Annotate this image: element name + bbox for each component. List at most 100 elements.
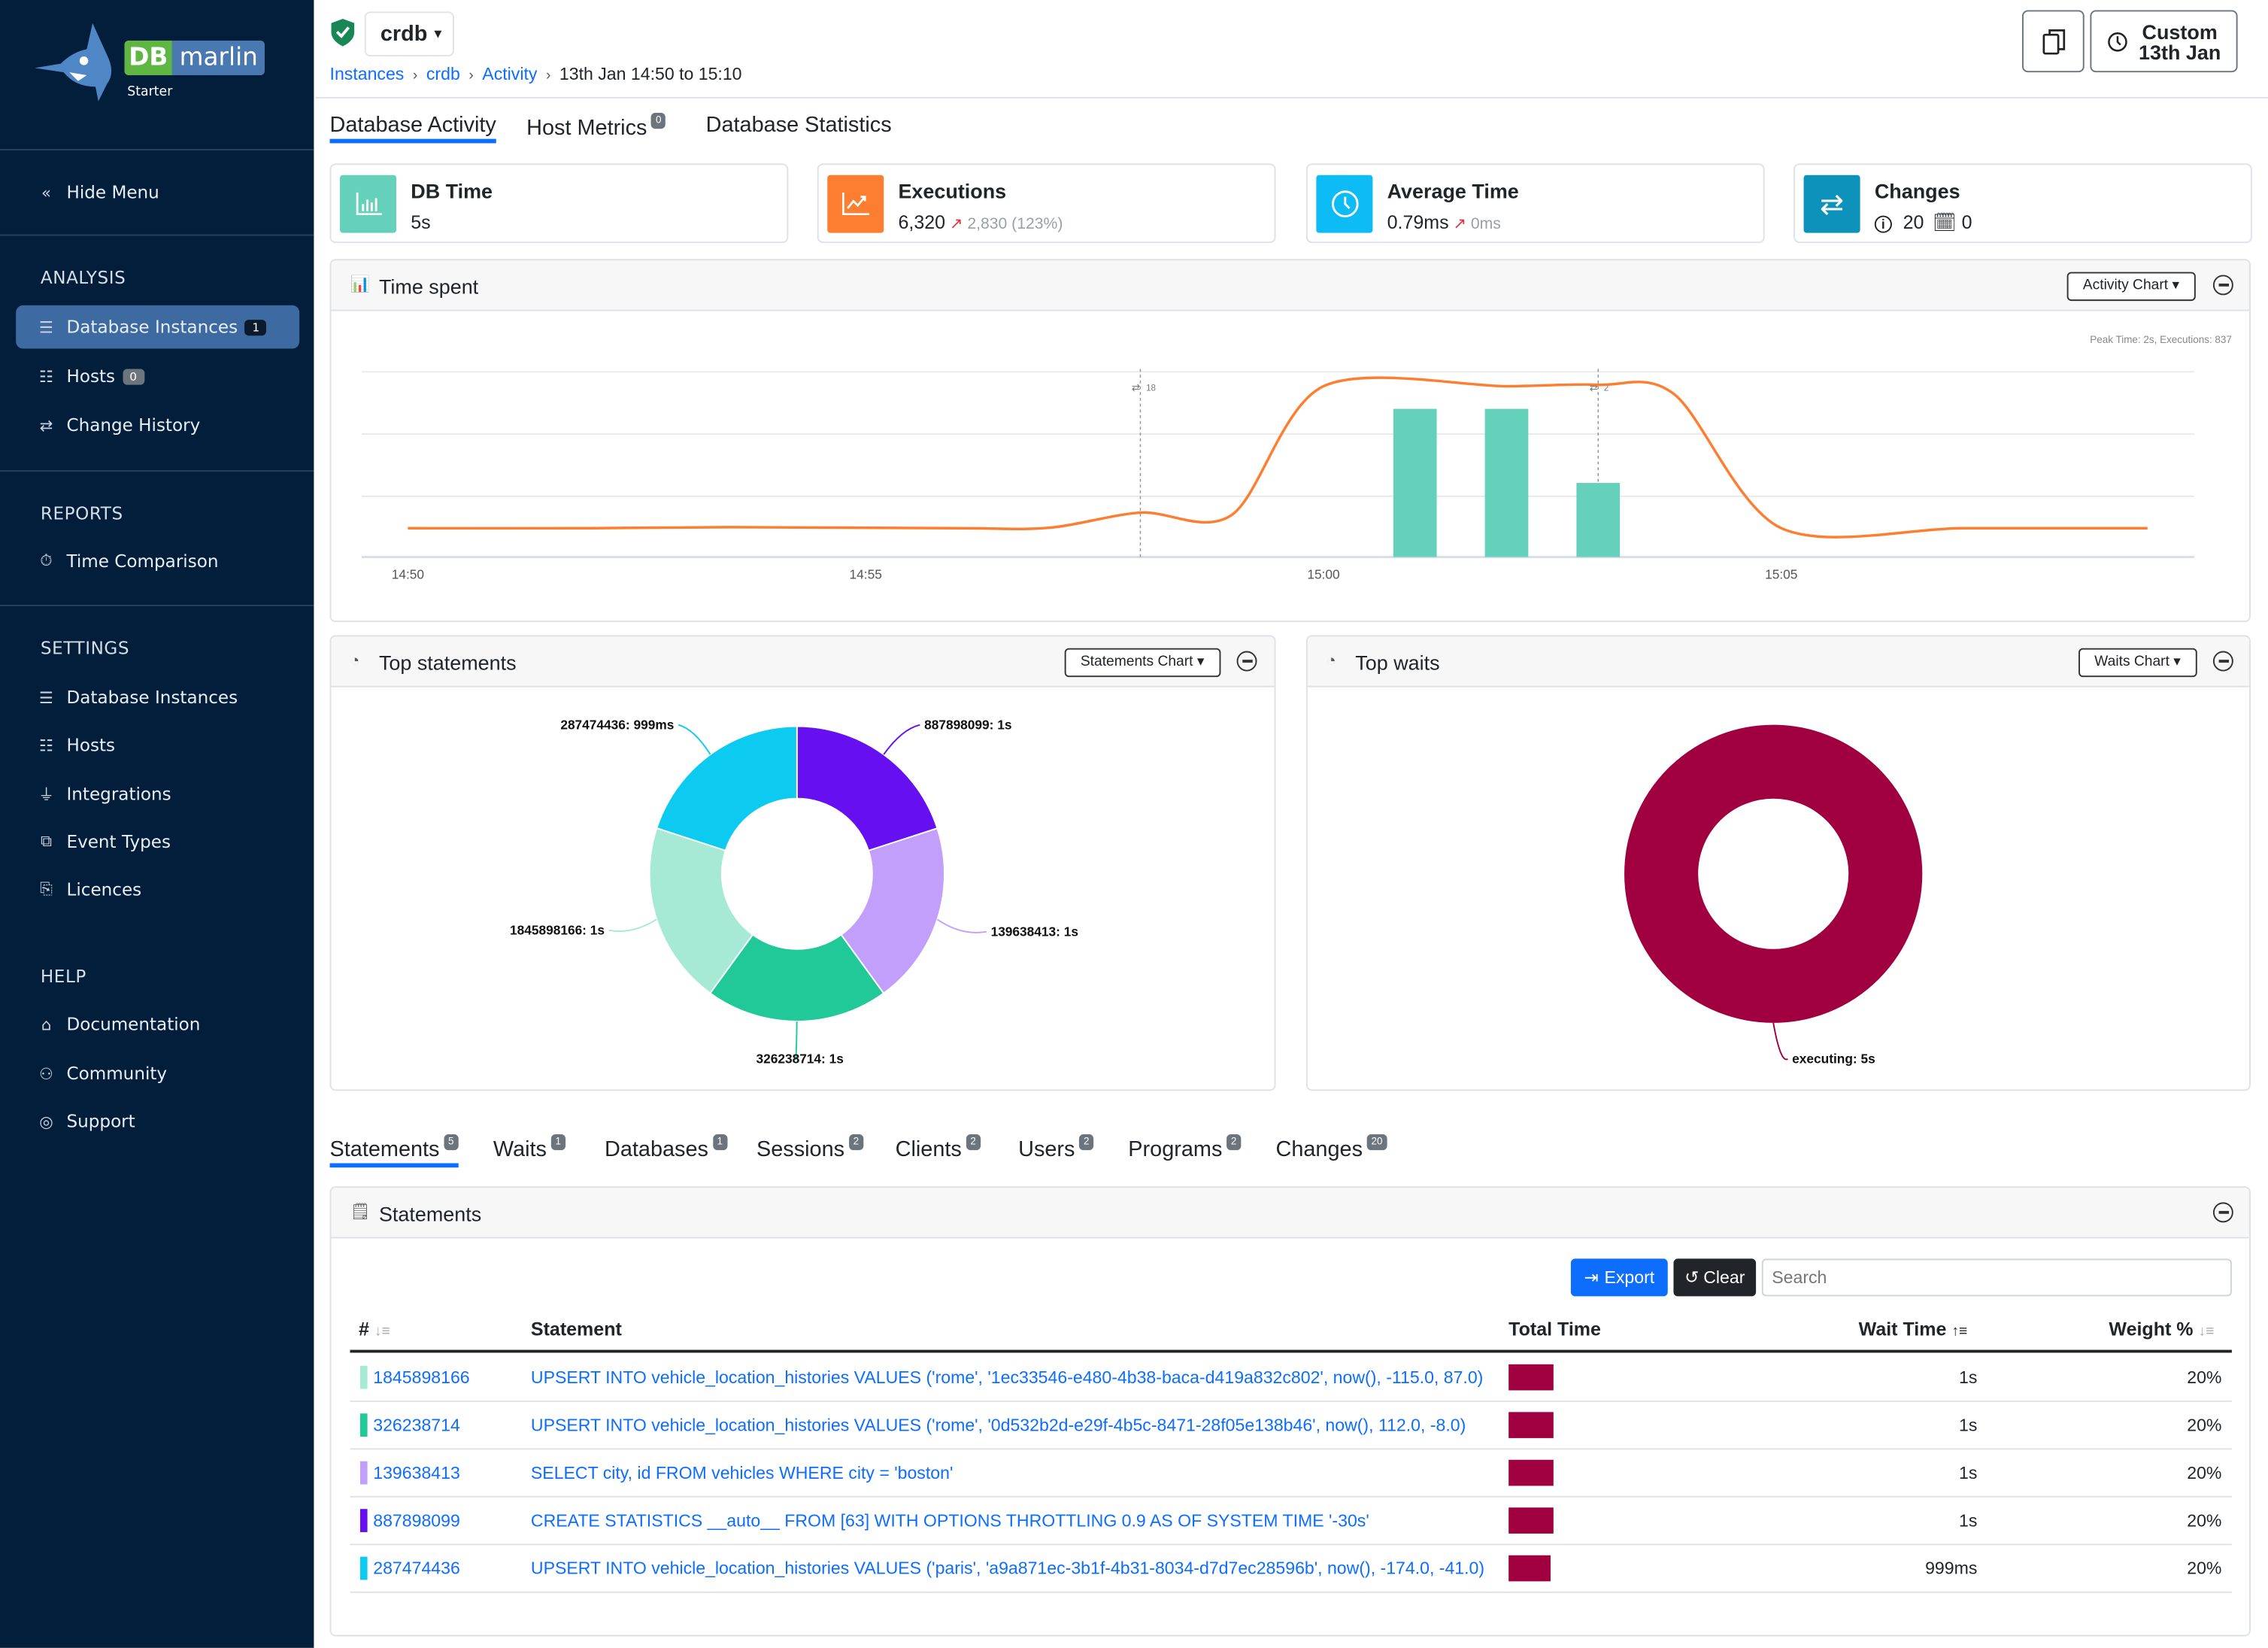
statement-id-link[interactable]: 287474436: [373, 1558, 460, 1579]
waits-chart-dropdown[interactable]: Waits Chart ▾: [2078, 648, 2197, 678]
export-icon: ⇥: [1584, 1267, 1599, 1288]
sidebar-item-event-types[interactable]: ⧉ Event Types: [16, 821, 299, 864]
count-badge: 1: [712, 1134, 727, 1151]
x-tick-label: 14:50: [392, 566, 424, 581]
licence-icon: ⎘: [40, 879, 53, 899]
sidebar-item-support[interactable]: ◎ Support: [16, 1100, 299, 1143]
divider: [0, 470, 314, 472]
sidebar-item-integrations[interactable]: ⏚ Integrations: [16, 772, 299, 816]
breadcrumb-crdb[interactable]: crdb: [426, 63, 460, 84]
tab-label: Database Statistics: [705, 113, 892, 138]
plug-icon: ⏚: [38, 785, 55, 805]
tab-host-metrics[interactable]: Host Metrics 0: [526, 113, 666, 141]
sidebar-item-licences[interactable]: ⎘ Licences: [16, 868, 299, 912]
section-reports: REPORTS: [40, 503, 123, 524]
table-row[interactable]: 1845898166 UPSERT INTO vehicle_location_…: [350, 1354, 2232, 1402]
collapse-button[interactable]: [2212, 275, 2233, 296]
sort-icon: ↓≡: [374, 1323, 390, 1340]
sidebar-item-time-comparison[interactable]: ⏱ Time Comparison: [16, 539, 299, 583]
collapse-button[interactable]: [1236, 651, 1257, 672]
statements-chart-dropdown[interactable]: Statements Chart ▾: [1064, 648, 1220, 678]
collapse-button[interactable]: [2212, 651, 2233, 672]
statement-link[interactable]: SELECT city, id FROM vehicles WHERE city…: [530, 1462, 954, 1483]
panel-title: Statements: [378, 1202, 482, 1226]
column-header-total-time[interactable]: Total Time: [1508, 1318, 1601, 1340]
logo[interactable]: DB marlin Starter: [32, 20, 265, 105]
wait-time: 1s: [1958, 1510, 1978, 1531]
clear-button[interactable]: ↺ Clear: [1673, 1258, 1757, 1297]
sidebar-item-database-instances[interactable]: ☰ Database Instances 1: [16, 305, 300, 349]
table-row[interactable]: 326238714 UPSERT INTO vehicle_location_h…: [350, 1402, 2232, 1450]
kpi-title: Executions: [898, 179, 1007, 203]
tab-databases[interactable]: Databases 1: [605, 1134, 727, 1162]
arrows-exchange-icon: ⇄: [39, 415, 53, 436]
statements-icon: 🗒: [350, 1203, 371, 1222]
pie-leader-line: [1772, 1022, 1788, 1061]
sidebar-item-hosts[interactable]: ☷ Hosts 0: [16, 354, 299, 398]
tab-label: Changes: [1275, 1137, 1363, 1162]
statement-link[interactable]: UPSERT INTO vehicle_location_histories V…: [530, 1558, 1485, 1579]
pie-leader-line: [936, 918, 987, 933]
tab-database-activity[interactable]: Database Activity: [329, 113, 496, 144]
time-range-button[interactable]: Custom 13th Jan: [2090, 10, 2238, 73]
count-badge: 1: [244, 319, 267, 335]
sidebar-item-label: Community: [66, 1063, 168, 1084]
statement-id-link[interactable]: 1845898166: [373, 1367, 470, 1388]
total-time-bar: [1508, 1507, 1554, 1534]
sidebar-item-label: Integrations: [66, 784, 171, 805]
tab-changes[interactable]: Changes 20: [1276, 1134, 1387, 1162]
activity-chart-dropdown[interactable]: Activity Chart ▾: [2066, 272, 2196, 302]
column-header-statement[interactable]: Statement: [531, 1318, 622, 1340]
section-settings: SETTINGS: [40, 638, 130, 659]
statement-link[interactable]: UPSERT INTO vehicle_location_histories V…: [530, 1367, 1484, 1388]
pie-label: 287474436: 999ms: [560, 717, 674, 732]
export-label: Export: [1604, 1267, 1655, 1288]
database-icon: ☰: [39, 687, 54, 707]
marlin-logo-icon: [35, 23, 112, 102]
arrow-up-right-icon: ↗: [949, 215, 963, 233]
executions-line: [408, 376, 2148, 539]
table-row[interactable]: 139638413 SELECT city, id FROM vehicles …: [350, 1449, 2232, 1498]
statement-id-link[interactable]: 326238714: [373, 1415, 460, 1436]
search-input[interactable]: [1761, 1258, 2232, 1297]
statement-link[interactable]: UPSERT INTO vehicle_location_histories V…: [530, 1415, 1466, 1436]
export-button[interactable]: ⇥ Export: [1570, 1258, 1668, 1297]
tab-statements[interactable]: Statements 5: [329, 1134, 459, 1168]
count-badge: 0: [122, 368, 144, 384]
weight: 20%: [2187, 1510, 2222, 1531]
collapse-button[interactable]: [2212, 1202, 2233, 1223]
sidebar-item-documentation[interactable]: ⌂ Documentation: [16, 1003, 299, 1046]
table-row[interactable]: 887898099 CREATE STATISTICS __auto__ FRO…: [350, 1498, 2232, 1546]
breadcrumb-activity[interactable]: Activity: [482, 63, 538, 84]
trend-up-chart-icon: [827, 175, 884, 233]
tab-waits[interactable]: Waits 1: [493, 1134, 565, 1162]
sidebar-item-settings-database-instances[interactable]: ☰ Database Instances: [16, 675, 299, 719]
color-swatch: [359, 1365, 368, 1389]
chevrons-left-icon: «: [41, 183, 52, 202]
statement-link[interactable]: CREATE STATISTICS __auto__ FROM [63] WIT…: [530, 1510, 1369, 1531]
statement-id-link[interactable]: 887898099: [373, 1510, 460, 1531]
tab-programs[interactable]: Programs 2: [1128, 1134, 1242, 1162]
time-range-date: 13th Jan: [2139, 39, 2221, 63]
table-header-divider: [350, 1349, 2232, 1353]
tab-sessions[interactable]: Sessions 2: [757, 1134, 863, 1162]
sidebar-item-change-history[interactable]: ⇄ Change History: [16, 404, 299, 448]
hide-menu-button[interactable]: « Hide Menu: [16, 171, 299, 214]
time-spent-chart: 14:50 14:55 15:00 15:05 ⇄ 18 ⇄ 2: [361, 369, 2194, 581]
tab-users[interactable]: Users 2: [1018, 1134, 1094, 1162]
sidebar-item-settings-hosts[interactable]: ☷ Hosts: [16, 724, 299, 767]
instance-dropdown[interactable]: crdb ▾: [364, 11, 454, 57]
color-swatch: [359, 1556, 368, 1580]
tab-database-statistics[interactable]: Database Statistics: [706, 113, 892, 138]
table-row[interactable]: 287474436 UPSERT INTO vehicle_location_h…: [350, 1545, 2232, 1593]
column-header-id[interactable]: # ↓≡: [359, 1318, 390, 1340]
bar-chart-icon: [340, 175, 397, 233]
sidebar-item-community[interactable]: ⚇ Community: [16, 1052, 299, 1095]
tab-clients[interactable]: Clients 2: [896, 1134, 981, 1162]
breadcrumb-instances[interactable]: Instances: [329, 63, 405, 84]
statement-id-link[interactable]: 139638413: [373, 1462, 460, 1483]
column-header-wait-time[interactable]: Wait Time ↑≡: [1859, 1318, 1968, 1340]
column-header-weight[interactable]: Weight % ↓≡: [2109, 1318, 2214, 1340]
copy-button[interactable]: [2022, 10, 2085, 73]
sidebar-item-label: Licences: [66, 879, 142, 900]
